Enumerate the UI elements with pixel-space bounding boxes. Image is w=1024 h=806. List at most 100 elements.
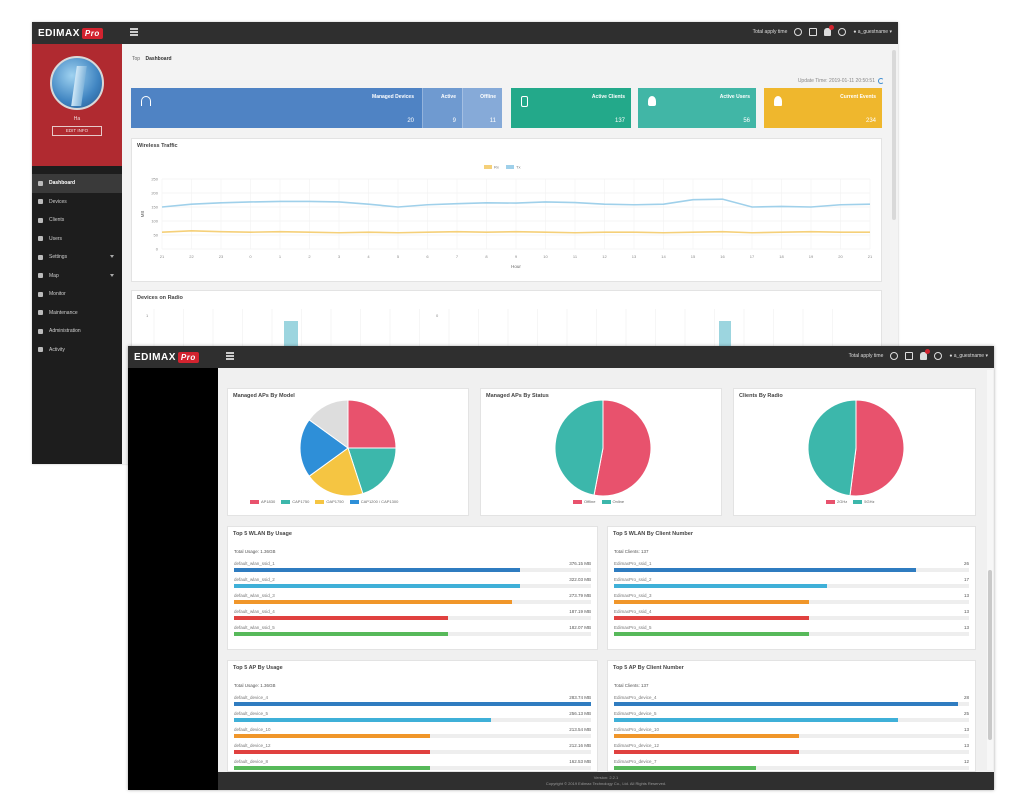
sidebar-item-devices[interactable]: Devices — [32, 193, 122, 212]
top5-row-name[interactable]: EdimaxPro_device_10 — [614, 727, 660, 732]
top5-row-name[interactable]: default_device_10 — [234, 727, 271, 732]
pie-slice-5ghz[interactable] — [807, 399, 857, 497]
usage-bar-track — [614, 718, 969, 722]
y-tick-label: 200 — [151, 191, 158, 196]
pie-slice-offline[interactable] — [593, 399, 652, 497]
scrollbar[interactable] — [892, 50, 896, 220]
legend-item[interactable]: CAP1200 / CAP1300 — [349, 499, 398, 504]
notification-bell-icon[interactable] — [920, 349, 931, 360]
gear-icon[interactable] — [838, 28, 847, 36]
top5-row-name[interactable]: default_device_5 — [234, 711, 269, 716]
gear-icon[interactable] — [934, 352, 943, 360]
legend-item[interactable]: Online — [601, 499, 624, 504]
active-clients-card[interactable]: Active Clients 137 — [511, 88, 631, 128]
pie-slice-ap1830[interactable] — [347, 399, 397, 449]
phone-icon — [521, 96, 528, 107]
sync-icon[interactable] — [905, 352, 914, 360]
avatar — [50, 56, 104, 110]
top5-row-name[interactable]: EdimaxPro_ssid_3 — [614, 593, 652, 598]
breadcrumb-home[interactable]: Top — [132, 56, 141, 62]
top5-row-name[interactable]: default_device_8 — [234, 759, 269, 764]
pie-slice-cap1300[interactable] — [308, 399, 349, 449]
user-menu[interactable]: ● a_guestname ▾ — [853, 29, 892, 35]
sync-icon[interactable] — [809, 28, 818, 36]
apply-icon[interactable] — [794, 28, 803, 36]
sidebar-item-administration[interactable]: Administration — [32, 322, 122, 341]
legend-swatch-tx — [506, 165, 514, 169]
user-menu[interactable]: ● a_guestname ▾ — [949, 353, 988, 359]
top5-row-name[interactable]: default_wlan_ssid_5 — [234, 625, 275, 630]
usage-bar-track — [614, 600, 969, 604]
scrollbar[interactable] — [987, 370, 993, 770]
sidebar-item-dashboard[interactable]: Dashboard — [32, 174, 122, 193]
legend-item[interactable]: 5GHz — [853, 499, 874, 504]
sidebar-item-activity[interactable]: Activity — [32, 341, 122, 360]
pie-slice-2ghz[interactable] — [849, 399, 905, 497]
top5-row-value: 13 — [963, 609, 969, 614]
pie-slice-cap1200[interactable] — [299, 419, 349, 477]
sidebar-item-users[interactable]: Users — [32, 230, 122, 249]
clients-icon — [38, 217, 43, 223]
x-tick-label: 13 — [632, 254, 637, 259]
top5-row-name[interactable]: EdimaxPro_device_12 — [614, 743, 660, 748]
edimax-logo[interactable]: EDIMAX Pro — [38, 26, 103, 40]
top5-row-name[interactable]: default_device_12 — [234, 743, 271, 748]
current-events-card[interactable]: Current Events 234 — [764, 88, 882, 128]
usage-bar-track — [614, 734, 969, 738]
edit-profile-button[interactable]: EDIT INFO — [52, 126, 102, 136]
apply-icon[interactable] — [890, 352, 899, 360]
legend-item[interactable]: AP1830 — [250, 499, 275, 504]
usage-bar-track — [234, 718, 591, 722]
edimax-logo[interactable]: EDIMAX Pro — [134, 350, 199, 364]
top5-row-name[interactable]: default_wlan_ssid_4 — [234, 609, 275, 614]
sidebar-item-settings[interactable]: Settings — [32, 248, 122, 267]
sidebar-item-map[interactable]: Map — [32, 267, 122, 286]
top5-row-value: 322.03 MB — [569, 577, 591, 582]
top5-row-name[interactable]: EdimaxPro_ssid_5 — [614, 625, 652, 630]
top5-row-name[interactable]: EdimaxPro_device_7 — [614, 759, 657, 764]
legend-item[interactable]: CAP1750 — [281, 499, 309, 504]
legend-item[interactable]: OAP1750 — [315, 499, 344, 504]
usage-bar-track — [614, 750, 969, 754]
top5-row-name[interactable]: EdimaxPro_ssid_1 — [614, 561, 652, 566]
legend-item[interactable]: 2GHz — [826, 499, 847, 504]
managed-devices-label: Managed Devices — [372, 94, 414, 100]
managed-devices-card[interactable]: Managed Devices 20 Active 9 Offline 11 — [131, 88, 502, 128]
top5-row-name[interactable]: default_wlan_ssid_2 — [234, 577, 275, 582]
pie-slice-oap1750[interactable] — [308, 447, 364, 497]
notification-bell-icon[interactable] — [824, 25, 835, 36]
x-tick-label: 20 — [838, 254, 843, 259]
x-tick-label: 3 — [338, 254, 341, 259]
pie-chart-radio — [807, 399, 905, 497]
refresh-icon[interactable] — [878, 78, 884, 84]
usage-bar-fill — [234, 616, 449, 620]
top5-row-name[interactable]: EdimaxPro_device_4 — [614, 695, 657, 700]
menu-toggle-icon[interactable] — [226, 352, 234, 360]
sidebar-item-clients[interactable]: Clients — [32, 211, 122, 230]
scrollbar-thumb[interactable] — [988, 570, 992, 740]
pie-legend-radio: 2GHz 5GHz — [826, 499, 874, 504]
footer: Version: 2.2.1 Copyright © 2019 Edimax T… — [218, 772, 994, 790]
usage-bar-fill — [614, 632, 810, 636]
legend-swatch — [349, 499, 359, 504]
top5-title: Top 5 AP By Usage — [233, 665, 283, 671]
active-users-card[interactable]: Active Users 56 — [638, 88, 756, 128]
legend-swatch-rx — [484, 165, 492, 169]
y-axis-label: MB — [140, 211, 145, 218]
active-clients-label: Active Clients — [591, 94, 625, 100]
top5-row-name[interactable]: default_device_4 — [234, 695, 269, 700]
top5-row-name[interactable]: default_wlan_ssid_1 — [234, 561, 275, 566]
top5-row-name[interactable]: EdimaxPro_ssid_4 — [614, 609, 652, 614]
top5-row-name[interactable]: EdimaxPro_ssid_2 — [614, 577, 652, 582]
pie-slice-cap1750[interactable] — [347, 447, 397, 495]
sidebar-item-maintenance[interactable]: Maintenance — [32, 304, 122, 323]
pie-slice-online[interactable] — [554, 399, 604, 496]
sidebar-item-monitor[interactable]: Monitor — [32, 285, 122, 304]
active-clients-value: 137 — [614, 118, 625, 124]
top5-row-name[interactable]: default_wlan_ssid_3 — [234, 593, 275, 598]
top5-row-name[interactable]: EdimaxPro_device_5 — [614, 711, 657, 716]
menu-toggle-icon[interactable] — [130, 28, 138, 36]
pie-legend-model: AP1830 CAP1750 OAP1750 CAP1200 / CAP1300 — [250, 499, 398, 504]
legend-item[interactable]: Offline — [573, 499, 596, 504]
top-bar: EDIMAX Pro Total apply time ● a_guestnam… — [128, 346, 994, 368]
